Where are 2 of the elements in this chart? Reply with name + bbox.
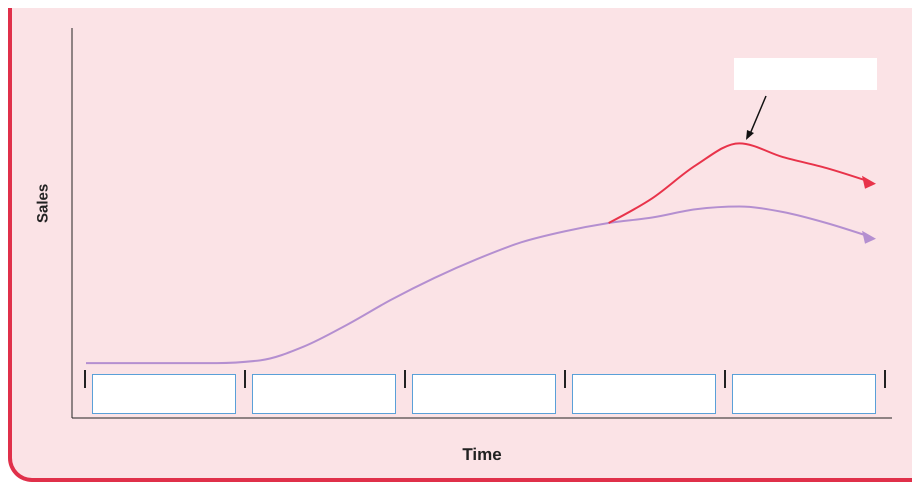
y-axis-title: Sales — [34, 184, 52, 223]
x-axis-title: Time — [462, 445, 502, 464]
